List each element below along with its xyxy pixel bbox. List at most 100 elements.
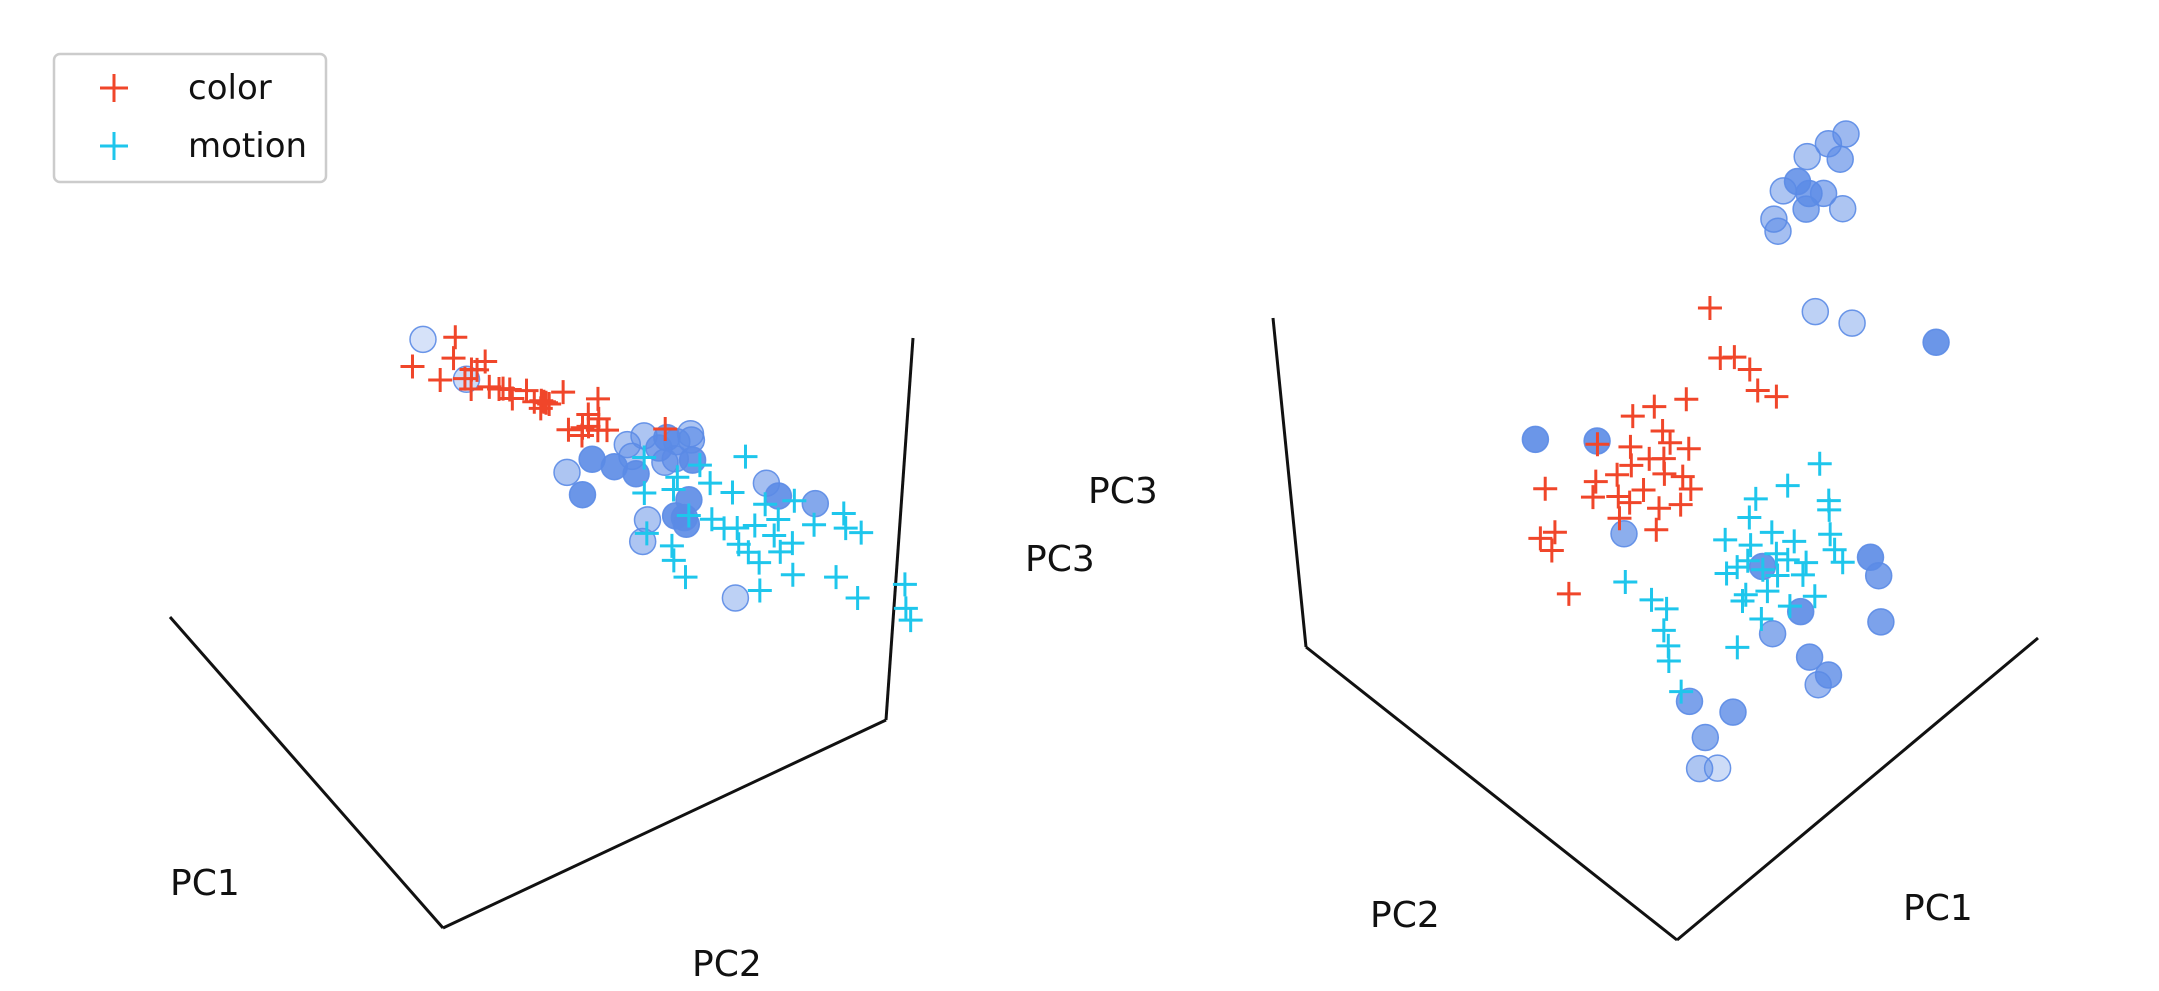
left-axis-label-pc3: PC3 — [1088, 471, 1158, 512]
left-axis-label-pc3-secondary: PC3 — [1025, 539, 1095, 580]
panel2-color-point-21 — [1585, 432, 1610, 457]
panel2-motion-point-27 — [1613, 569, 1638, 594]
panel1-motion-point-31 — [780, 562, 805, 587]
panel2-sphere-point-14 — [1801, 297, 1830, 326]
panel2-color-point-6 — [1674, 387, 1699, 412]
panel1-motion-point-7 — [720, 480, 745, 505]
panel1-motion-point-28 — [747, 550, 772, 575]
panel1-motion-point-29 — [659, 533, 684, 558]
panel2-color-point-18 — [1619, 453, 1644, 478]
panel1-motion-point-6 — [698, 471, 723, 496]
panel2-motion-point-9 — [1743, 486, 1768, 511]
panel2-sphere-point-13 — [1838, 309, 1866, 337]
panel2-color-point-20 — [1631, 477, 1656, 502]
panel2-color-point-4 — [1764, 384, 1789, 409]
legend-label-motion: motion — [188, 126, 307, 166]
panel1-motion-point-10 — [833, 516, 858, 541]
panel1-motion-point-18 — [712, 516, 737, 541]
legend-marker-color — [100, 74, 128, 102]
panel1-motion-point-11 — [849, 520, 874, 545]
panel1-motion-point-24 — [736, 540, 761, 565]
panel2-motion-point-6 — [1775, 473, 1800, 498]
panel1-color-point-2 — [551, 380, 576, 405]
panel2-color-point-10 — [1670, 464, 1695, 489]
left-axis-label-pc2: PC2 — [692, 944, 762, 985]
panel2-sphere-point-3 — [1793, 142, 1821, 171]
panel2-motion-point-11 — [1775, 547, 1800, 572]
panel1-motion-point-8 — [661, 477, 686, 502]
panel2-color-point-30 — [1539, 538, 1564, 563]
panel1-motion-point-30 — [661, 548, 686, 573]
panel1-sphere-point-27 — [721, 584, 750, 612]
panel1-color-point-30 — [585, 386, 610, 411]
panel2-sphere-point-2 — [1814, 130, 1843, 158]
panel1-motion-point-5 — [753, 492, 778, 517]
panel2-motion-point-24 — [1714, 561, 1739, 586]
panel2-sphere-point-11 — [1760, 205, 1788, 233]
panel1-sphere-point-23 — [553, 458, 581, 487]
panel2-sphere-point-24 — [1719, 698, 1747, 726]
panel2-sphere-point-30 — [1521, 425, 1550, 454]
panel2-sphere-point-22 — [1804, 670, 1832, 699]
panel2-motion-point-4 — [1822, 537, 1847, 562]
panel2-color-point-11 — [1650, 418, 1675, 443]
panel1-motion-point-36 — [898, 608, 923, 633]
panel2-color-point-3 — [1708, 345, 1733, 370]
panel1-motion-point-2 — [687, 453, 712, 478]
panel2-motion-point-23 — [1749, 606, 1774, 631]
left-axis-label-pc1: PC1 — [170, 863, 240, 904]
panel1-motion-point-13 — [632, 481, 657, 505]
panel2-sphere-point-18 — [1786, 597, 1815, 626]
panel1-motion-point-0 — [733, 444, 758, 469]
left-points — [400, 325, 923, 633]
panel2-sphere-point-26 — [1691, 723, 1720, 752]
panel1-motion-point-22 — [768, 539, 793, 564]
panel1-motion-point-14 — [766, 507, 791, 532]
left-panel: PC1 PC2 PC3 PC3 — [168, 325, 1158, 985]
panel2-motion-point-25 — [1730, 589, 1755, 614]
panel1-motion-point-21 — [676, 503, 701, 528]
panel2-motion-point-17 — [1777, 594, 1802, 619]
panel1-color-point-27 — [585, 418, 610, 443]
panel2-motion-point-3 — [1818, 522, 1843, 547]
panel1-color-point-29 — [531, 389, 556, 414]
panel2-motion-point-13 — [1759, 520, 1784, 545]
panel1-color-point-31 — [465, 357, 490, 382]
panel2-sphere-point-31 — [1610, 520, 1638, 548]
panel2-motion-point-22 — [1733, 582, 1758, 607]
panel2-motion-point-26 — [1725, 635, 1750, 660]
panel1-sphere-point-18 — [600, 452, 629, 481]
panel2-motion-point-35 — [1765, 563, 1790, 588]
panel2-sphere-point-8 — [1792, 195, 1820, 223]
panel1-sphere-point-9 — [651, 448, 679, 477]
panel2-motion-point-28 — [1639, 587, 1664, 612]
panel2-sphere-point-21 — [1795, 643, 1824, 671]
left-axis-pc1-line — [168, 616, 445, 929]
panel1-color-point-10 — [477, 374, 502, 399]
panel2-color-point-24 — [1617, 490, 1642, 515]
right-points — [1521, 120, 1950, 783]
panel2-sphere-point-17 — [1867, 608, 1895, 636]
panel2-motion-point-29 — [1654, 596, 1679, 621]
left-axis-pc2-line — [442, 718, 887, 930]
panel1-color-point-17 — [491, 376, 516, 401]
panel1-motion-point-26 — [892, 572, 917, 597]
panel2-motion-point-18 — [1738, 533, 1763, 558]
right-axis-pc2-line — [1305, 645, 1678, 942]
panel2-sphere-point-9 — [1769, 177, 1798, 205]
panel2-motion-point-12 — [1802, 584, 1827, 609]
panel1-color-point-4 — [441, 346, 466, 371]
panel1-motion-point-16 — [699, 507, 724, 532]
panel2-color-point-22 — [1605, 462, 1630, 487]
panel2-color-point-19 — [1647, 496, 1672, 521]
panel2-color-point-26 — [1583, 469, 1608, 494]
panel2-motion-point-21 — [1725, 555, 1750, 580]
panel2-sphere-point-25 — [1675, 687, 1704, 716]
panel1-color-point-16 — [428, 368, 453, 393]
panel2-color-point-31 — [1528, 526, 1553, 551]
panel1-sphere-point-26 — [628, 527, 657, 556]
panel1-sphere-point-11 — [409, 325, 437, 354]
panel2-color-point-28 — [1542, 520, 1567, 545]
panel2-motion-point-33 — [1669, 679, 1694, 704]
